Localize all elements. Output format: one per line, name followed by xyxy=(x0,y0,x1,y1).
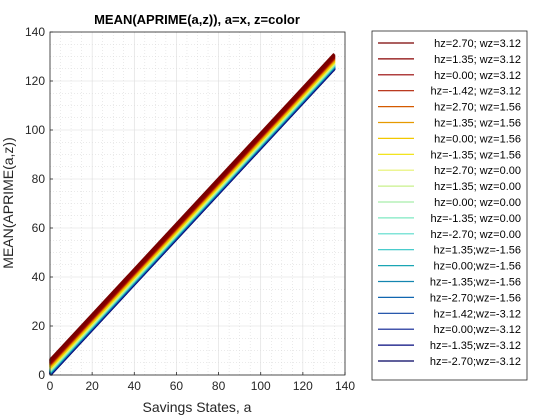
legend-entry: hz=1.35; wz=3.12 xyxy=(434,54,521,66)
x-axis-label: Savings States, a xyxy=(143,399,252,415)
legend-entry: hz=-1.42; wz=3.12 xyxy=(430,86,521,98)
legend-entry: hz=0.00;wz=-3.12 xyxy=(434,324,521,336)
y-tick-label: 20 xyxy=(32,319,46,333)
y-tick-label: 40 xyxy=(32,270,46,284)
y-axis-ticks: 0 20 40 60 80 100 120 140 xyxy=(25,25,53,382)
legend-entry: hz=-2.70;wz=-1.56 xyxy=(430,292,521,304)
series-lines xyxy=(48,53,336,377)
x-tick-label: 80 xyxy=(212,379,226,393)
legend-entry: hz=2.70; wz=3.12 xyxy=(434,38,521,50)
legend-entry: hz=1.35; wz=0.00 xyxy=(434,181,521,193)
x-axis-ticks: 0 20 40 60 80 100 120 140 xyxy=(47,372,355,393)
legend-entry: hz=0.00;wz=-1.56 xyxy=(434,261,521,273)
legend-entry: hz=0.00; wz=1.56 xyxy=(434,133,521,145)
legend-entry: hz=1.35; wz=1.56 xyxy=(434,118,521,130)
legend-entry: hz=-2.70; wz=0.00 xyxy=(430,229,521,241)
legend-entry: hz=-1.35;wz=-1.56 xyxy=(430,277,521,289)
legend-entry: hz=0.00; wz=3.12 xyxy=(434,70,521,82)
series-line xyxy=(48,53,336,362)
y-tick-label: 100 xyxy=(25,123,45,137)
legend-entry: hz=-1.35; wz=0.00 xyxy=(430,213,521,225)
legend-entry: hz=-1.35; wz=1.56 xyxy=(430,149,521,161)
x-tick-label: 20 xyxy=(85,379,99,393)
legend xyxy=(371,30,528,381)
y-tick-label: 80 xyxy=(32,172,46,186)
y-tick-label: 120 xyxy=(25,74,45,88)
x-tick-label: 100 xyxy=(251,379,271,393)
legend-entry: hz=2.70; wz=1.56 xyxy=(434,102,521,114)
legend-entry: hz=-2.70;wz=-3.12 xyxy=(430,356,521,368)
legend-entry: hz=-1.35;wz=-3.12 xyxy=(430,340,521,352)
x-tick-label: 120 xyxy=(293,379,313,393)
y-tick-label: 140 xyxy=(25,25,45,39)
x-tick-label: 60 xyxy=(170,379,184,393)
x-tick-label: 140 xyxy=(335,379,355,393)
y-tick-label: 60 xyxy=(32,221,46,235)
x-tick-label: 40 xyxy=(128,379,142,393)
legend-entry: hz=0.00; wz=0.00 xyxy=(434,197,521,209)
legend-entry: hz=1.42;wz=-3.12 xyxy=(434,308,521,320)
y-axis-label: MEAN(APRIME(a,z)) xyxy=(0,137,16,268)
legend-entry: hz=1.35;wz=-1.56 xyxy=(434,245,521,257)
x-tick-label: 0 xyxy=(47,379,54,393)
legend-items: hz=2.70; wz=3.12 hz=1.35; wz=3.12 hz=0.00;… xyxy=(378,38,521,368)
chart-title: MEAN(APRIME(a,z)), a=x, z=color xyxy=(94,12,300,27)
axes-box xyxy=(49,31,346,376)
legend-entry: hz=2.70; wz=0.00 xyxy=(434,165,521,177)
y-tick-label: 0 xyxy=(38,368,45,382)
